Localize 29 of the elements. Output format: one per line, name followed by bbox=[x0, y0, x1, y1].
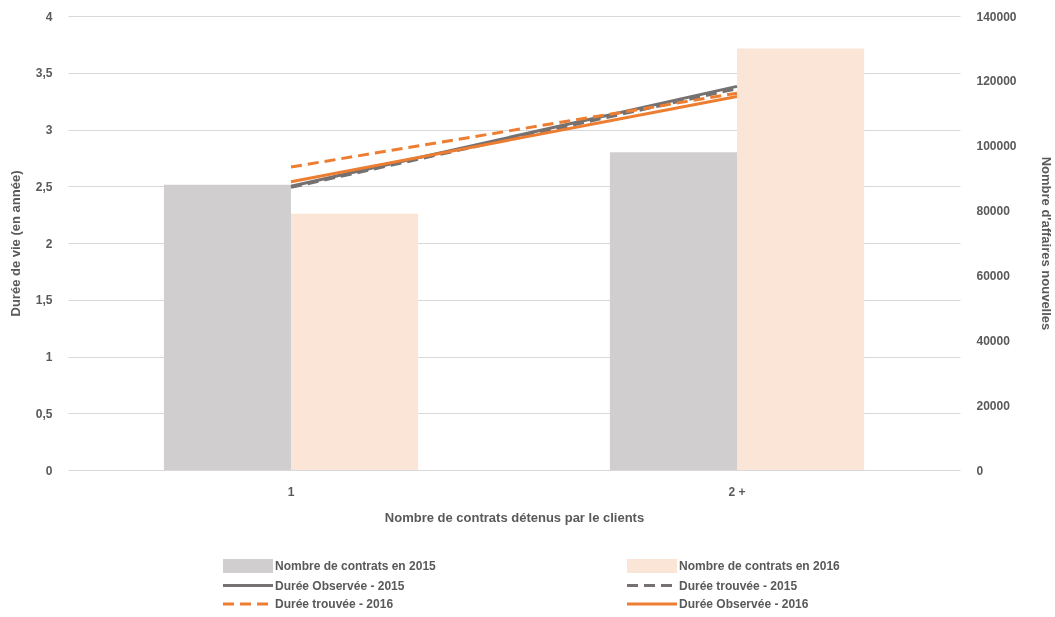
y-tick-label: 1,5 bbox=[35, 293, 53, 308]
bar bbox=[737, 48, 865, 470]
y2-tick-label: 120000 bbox=[976, 74, 1017, 89]
y-tick-label: 0,5 bbox=[35, 406, 53, 421]
y2-tick-label: 0 bbox=[976, 463, 984, 478]
y2-tick-label: 140000 bbox=[976, 9, 1017, 24]
x-axis-title: Nombre de contrats détenus par le clients bbox=[384, 509, 645, 525]
legend-label: Nombre de contrats en 2016 bbox=[679, 559, 841, 573]
y-tick-label: 1 bbox=[45, 350, 53, 364]
y2-tick-label: 40000 bbox=[976, 333, 1011, 348]
legend-label: Durée Observée - 2015 bbox=[275, 578, 405, 593]
y2-tick-label: 60000 bbox=[976, 268, 1011, 283]
y2-axis-title: Nombre d'affaires nouvelles bbox=[1038, 156, 1054, 331]
y-axis-title: Durée de vie (en année) bbox=[7, 170, 23, 317]
x-tick-label: 2 + bbox=[728, 484, 746, 499]
y-tick-label: 2,5 bbox=[35, 179, 53, 194]
y-tick-label: 4 bbox=[45, 9, 53, 24]
legend-label: Durée trouvée - 2016 bbox=[275, 597, 394, 611]
y-tick-label: 3 bbox=[45, 123, 53, 137]
y-tick-label: 0 bbox=[45, 463, 53, 478]
y2-tick-label: 80000 bbox=[976, 204, 1011, 219]
y-tick-label: 2 bbox=[45, 236, 53, 251]
bar bbox=[291, 213, 419, 470]
y-tick-label: 3,5 bbox=[35, 66, 53, 81]
legend-label: Nombre de contrats en 2015 bbox=[275, 559, 437, 573]
y2-tick-label: 20000 bbox=[976, 398, 1011, 413]
legend-label: Durée Observée - 2016 bbox=[679, 597, 809, 611]
y2-tick-label: 100000 bbox=[976, 139, 1017, 154]
legend-label: Durée trouvée - 2015 bbox=[679, 578, 798, 593]
